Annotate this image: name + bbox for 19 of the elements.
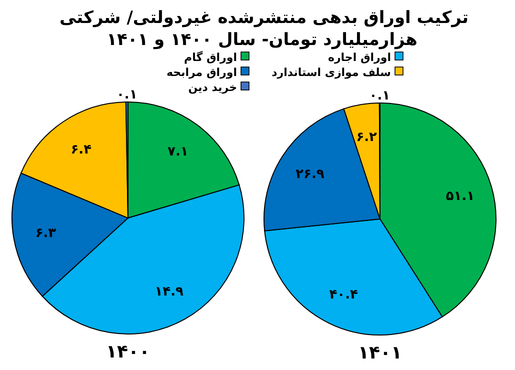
- data-label: ۲۶.۹: [296, 167, 324, 182]
- chart-subtitle: هزارمیلیارد تومان- سال ۱۴۰۰ و ۱۴۰۱: [106, 30, 418, 50]
- text: ۱۴۰۱: [358, 342, 402, 364]
- data-label: ۴۰.۴: [329, 288, 358, 303]
- data-label: ۶.۳: [35, 226, 56, 241]
- legend-label: اوراق گام: [184, 50, 237, 64]
- text: ۱۴۰۰: [106, 341, 150, 362]
- chart-title: ترکیب اوراق بدهی منتشرشده غیردولتی/ شرکتی: [59, 8, 469, 28]
- data-label: ۰.۱: [369, 88, 390, 104]
- data-label: ۷.۱: [168, 144, 188, 160]
- data-label: ۵۱.۱: [446, 189, 475, 204]
- data-label: ۰.۱: [116, 88, 138, 103]
- legend-label: سلف موازی استاندارد: [272, 66, 391, 79]
- legend-label: اوراق مرابحه: [166, 66, 237, 79]
- legend-label: اوراق اجاره: [328, 50, 391, 64]
- data-label: ۶.۲: [356, 130, 378, 146]
- data-label: ۱۴.۹: [154, 284, 184, 300]
- legend-label: خرید دین: [188, 80, 237, 94]
- data-label: ۶.۴: [70, 142, 92, 158]
